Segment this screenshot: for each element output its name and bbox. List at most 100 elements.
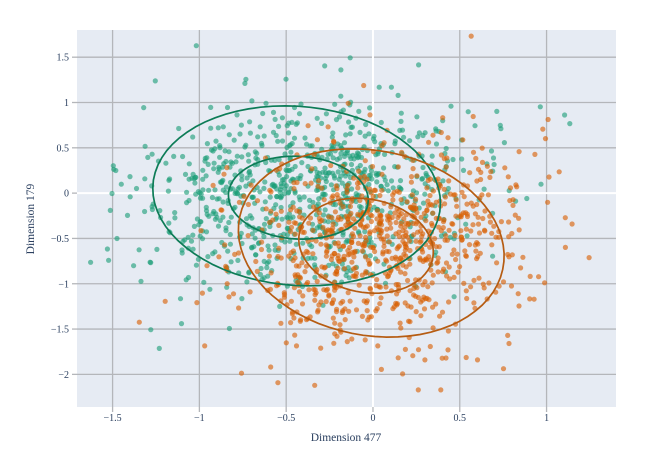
scatter-point bbox=[277, 303, 283, 309]
scatter-point bbox=[291, 315, 297, 321]
scatter-point bbox=[274, 193, 280, 200]
scatter-point bbox=[223, 225, 229, 231]
scatter-point bbox=[267, 286, 273, 292]
scatter-point bbox=[502, 165, 508, 171]
scatter-point bbox=[328, 256, 334, 263]
scatter-point bbox=[395, 164, 401, 170]
scatter-point bbox=[166, 220, 172, 226]
scatter-point bbox=[236, 199, 242, 205]
scatter-point bbox=[275, 253, 281, 260]
scatter-point bbox=[211, 166, 217, 172]
scatter-point bbox=[323, 111, 329, 117]
scatter-point bbox=[284, 214, 290, 220]
scatter-point bbox=[261, 133, 267, 139]
scatter-point bbox=[359, 313, 365, 319]
scatter-point bbox=[377, 212, 383, 218]
scatter-point bbox=[297, 318, 303, 324]
scatter-point bbox=[247, 119, 253, 125]
covariance-ellipse-cluster-orange-1-sigma bbox=[297, 197, 435, 295]
scatter-point bbox=[342, 266, 348, 272]
y-tick-label: −2 bbox=[58, 370, 69, 381]
scatter-point bbox=[501, 140, 507, 146]
scatter-point bbox=[329, 215, 335, 221]
scatter-point bbox=[249, 194, 255, 200]
scatter-point bbox=[273, 132, 279, 139]
scatter-point bbox=[368, 239, 374, 245]
y-tick-label: 1 bbox=[64, 98, 69, 109]
scatter-point bbox=[374, 208, 380, 214]
scatter-point bbox=[520, 254, 526, 260]
scatter-point bbox=[395, 355, 401, 361]
scatter-point bbox=[388, 84, 394, 90]
scatter-point bbox=[468, 33, 474, 39]
scatter-point bbox=[362, 133, 368, 139]
scatter-point bbox=[154, 246, 160, 252]
scatter-point bbox=[302, 135, 308, 141]
scatter-point bbox=[415, 134, 421, 140]
scatter-point bbox=[288, 320, 294, 326]
scatter-point bbox=[516, 303, 522, 309]
scatter-point bbox=[361, 298, 367, 304]
scatter-point bbox=[331, 173, 337, 179]
scatter-point bbox=[474, 256, 480, 262]
scatter-point bbox=[400, 371, 406, 377]
scatter-point bbox=[491, 161, 497, 168]
scatter-point bbox=[351, 156, 357, 162]
scatter-point bbox=[345, 290, 351, 296]
scatter-point bbox=[270, 217, 276, 223]
scatter-point bbox=[332, 101, 338, 107]
scatter-point bbox=[329, 134, 335, 140]
scatter-point bbox=[178, 321, 185, 327]
scatter-point bbox=[310, 199, 316, 205]
scatter-point bbox=[293, 274, 299, 280]
scatter-point bbox=[293, 220, 299, 226]
scatter-point bbox=[415, 347, 422, 353]
scatter-point bbox=[288, 298, 294, 304]
scatter-point bbox=[447, 276, 453, 282]
scatter-point bbox=[353, 307, 360, 313]
scatter-point bbox=[474, 357, 481, 363]
scatter-point bbox=[435, 255, 441, 261]
scatter-point bbox=[230, 291, 237, 297]
scatter-point bbox=[347, 298, 353, 304]
scatter-point bbox=[368, 190, 374, 196]
scatter-point bbox=[288, 229, 294, 235]
scatter-point bbox=[384, 213, 390, 219]
scatter-point bbox=[177, 296, 184, 302]
scatter-point bbox=[340, 204, 346, 210]
scatter-point bbox=[290, 248, 296, 254]
scatter-point bbox=[336, 176, 342, 182]
scatter-point bbox=[489, 230, 495, 236]
scatter-point bbox=[425, 202, 431, 208]
scatter-point bbox=[332, 250, 338, 257]
scatter-point bbox=[388, 225, 394, 231]
scatter-point bbox=[346, 119, 352, 125]
scatter-point bbox=[252, 235, 258, 241]
scatter-point bbox=[446, 264, 452, 270]
scatter-point bbox=[204, 263, 210, 269]
scatter-point bbox=[104, 246, 110, 252]
scatter-point bbox=[488, 169, 494, 175]
scatter-point bbox=[242, 80, 248, 86]
scatter-point bbox=[299, 301, 306, 307]
scatter-point bbox=[430, 132, 436, 138]
scatter-point bbox=[208, 125, 214, 131]
scatter-point bbox=[232, 251, 238, 257]
scatter-point bbox=[198, 228, 204, 234]
scatter-point bbox=[379, 171, 385, 177]
scatter-point bbox=[470, 113, 476, 120]
scatter-point bbox=[278, 204, 284, 211]
scatter-point bbox=[145, 154, 151, 160]
scatter-point bbox=[300, 240, 306, 246]
scatter-point bbox=[442, 237, 448, 243]
scatter-point bbox=[247, 130, 253, 136]
scatter-point bbox=[136, 247, 142, 253]
y-tick-label: 0 bbox=[64, 189, 69, 200]
scatter-point bbox=[506, 340, 512, 347]
scatter-point bbox=[403, 220, 409, 226]
scatter-point bbox=[304, 141, 310, 147]
scatter-point bbox=[182, 237, 188, 243]
scatter-point bbox=[463, 253, 469, 259]
scatter-point bbox=[334, 186, 340, 192]
